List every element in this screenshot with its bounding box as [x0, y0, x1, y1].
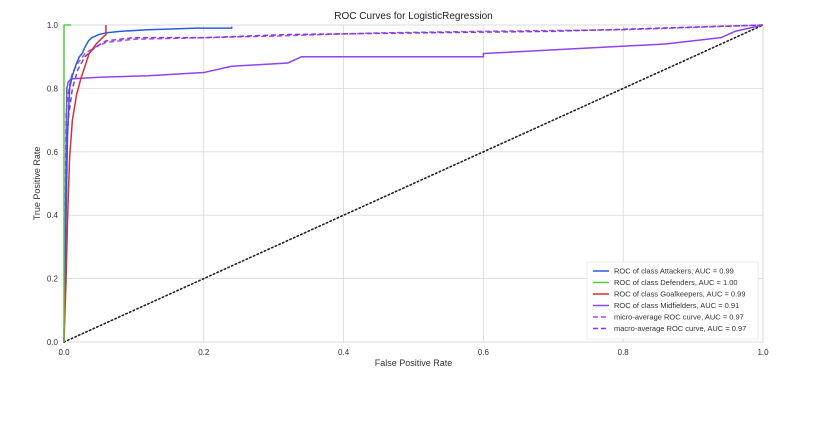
legend-entry: ROC of class Defenders, AUC = 1.00 — [614, 278, 738, 287]
y-tick-label: 0.0 — [47, 338, 59, 347]
x-tick-label: 0.2 — [198, 348, 210, 357]
y-tick-label: 0.2 — [47, 275, 59, 284]
series-lines — [63, 24, 764, 343]
legend-entry: ROC of class Attackers, AUC = 0.99 — [614, 267, 734, 276]
series-line-2 — [63, 25, 107, 343]
tick-labels: 0.0 0.2 0.4 0.6 0.8 1.0 0.0 0.2 0.4 0.6 0.8 1.0 — [47, 21, 769, 357]
x-tick-label: 0.8 — [618, 348, 630, 357]
y-tick-label: 1.0 — [47, 21, 59, 30]
series-line-0 — [63, 26, 233, 343]
x-tick-label: 1.0 — [757, 348, 769, 357]
series-line-5 — [63, 24, 764, 343]
legend-entry: ROC of class Midfielders, AUC = 0.91 — [614, 301, 739, 310]
legend-box — [586, 261, 759, 340]
legend-entry: ROC of class Goalkeepers, AUC = 0.99 — [614, 290, 746, 299]
series-line-3 — [63, 24, 764, 343]
legend: ROC of class Attackers, AUC = 0.99 ROC of… — [586, 261, 759, 340]
y-tick-label: 0.8 — [47, 84, 59, 93]
x-axis-label: False Positive Rate — [375, 358, 453, 368]
legend-entry: macro-average ROC curve, AUC = 0.97 — [614, 324, 746, 333]
chance-line — [63, 24, 764, 343]
y-tick-label: 0.4 — [47, 211, 59, 220]
legend-entry: micro-average ROC curve, AUC = 0.97 — [614, 313, 744, 322]
y-axis-label: True Positive Rate — [32, 147, 42, 221]
x-tick-label: 0.6 — [478, 348, 490, 357]
series-line-1 — [63, 24, 71, 342]
y-tick-label: 0.6 — [47, 148, 59, 157]
x-tick-label: 0.4 — [338, 348, 350, 357]
x-tick-label: 0.0 — [58, 348, 70, 357]
chart-title: ROC Curves for LogisticRegression — [334, 11, 492, 22]
